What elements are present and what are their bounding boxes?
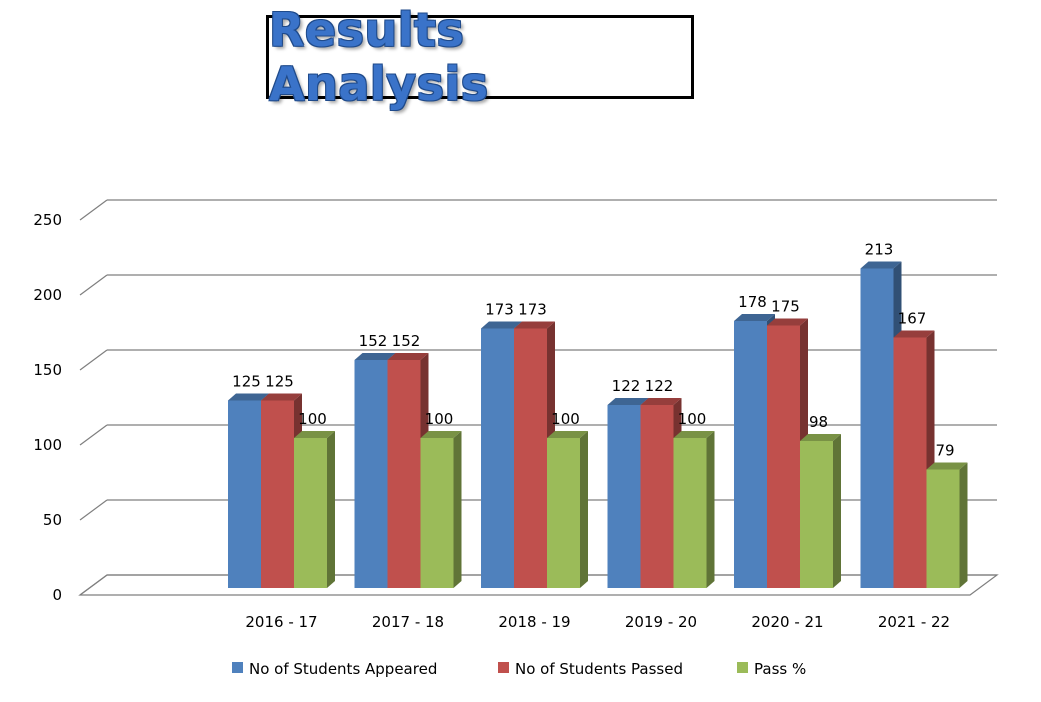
bar-top [294, 431, 335, 438]
chart-title-box: Results Analysis [266, 3, 694, 111]
bar [261, 400, 294, 588]
bar-top [673, 431, 715, 438]
x-tick-label: 2021 - 22 [878, 613, 950, 631]
data-label: 122 [612, 377, 641, 395]
floor [78, 574, 999, 596]
bar-top [481, 321, 522, 329]
bar [294, 438, 327, 588]
y-tick-label: 250 [33, 211, 62, 229]
bar [387, 360, 421, 588]
bar-top [893, 330, 935, 338]
gridline-diagonal [79, 424, 108, 446]
data-label: 173 [518, 301, 547, 319]
legend-swatch [737, 662, 748, 673]
bar-top [228, 393, 269, 401]
y-tick-label: 50 [43, 511, 62, 529]
bar-side [580, 431, 588, 588]
bar [354, 360, 388, 588]
bar-top [514, 321, 555, 329]
bar [800, 441, 833, 588]
data-label: 122 [645, 377, 674, 395]
bar [926, 469, 960, 588]
data-label: 100 [551, 410, 580, 428]
data-label: 178 [738, 293, 767, 311]
bar [607, 405, 641, 588]
bar [767, 325, 800, 588]
data-label: 100 [298, 410, 327, 428]
gridline-diagonal [79, 274, 108, 296]
x-tick-label: 2017 - 18 [372, 613, 444, 631]
data-label: 213 [865, 241, 894, 259]
bar-side [327, 431, 335, 588]
legend-swatch [498, 662, 509, 673]
data-label: 173 [485, 301, 514, 319]
bar [673, 438, 707, 588]
bar-side [959, 462, 968, 588]
legend-label: Pass % [754, 660, 806, 678]
bar-side [833, 434, 841, 588]
y-tick-label: 150 [33, 361, 62, 379]
bar-side [706, 431, 715, 588]
bar-top [860, 261, 902, 269]
bar [514, 328, 547, 588]
bar-top [261, 393, 302, 401]
y-tick-label: 0 [52, 586, 62, 604]
y-tick-label: 100 [33, 436, 62, 454]
bar [420, 438, 454, 588]
bar-top [767, 318, 808, 326]
x-tick-label: 2018 - 19 [498, 613, 570, 631]
x-tick-label: 2016 - 17 [245, 613, 317, 631]
gridline-diagonal [79, 499, 108, 521]
bar-top [926, 462, 968, 470]
data-label: 167 [898, 310, 927, 328]
bar-top [607, 398, 649, 405]
bar [860, 268, 894, 588]
gridline-diagonal [79, 199, 108, 221]
data-label: 100 [678, 410, 707, 428]
x-tick-label: 2019 - 20 [625, 613, 697, 631]
data-label: 175 [771, 298, 800, 316]
y-tick-label: 200 [33, 286, 62, 304]
bar [893, 337, 927, 588]
data-label: 152 [392, 332, 421, 350]
bar-top [387, 353, 429, 360]
gridline-diagonal [79, 349, 108, 371]
bar [640, 405, 674, 588]
data-label: 100 [425, 410, 454, 428]
chart-title: Results Analysis [269, 3, 489, 111]
bar [734, 321, 767, 588]
data-label: 125 [265, 373, 294, 391]
bar-side [453, 431, 462, 588]
bar [228, 400, 261, 588]
bar-top [800, 434, 841, 441]
bar-top [640, 398, 682, 405]
bar-top [734, 314, 775, 321]
bar [481, 328, 514, 588]
legend-label: No of Students Appeared [249, 660, 437, 678]
data-label: 79 [935, 442, 954, 460]
bar-top [420, 431, 462, 438]
legend-label: No of Students Passed [515, 660, 683, 678]
data-label: 98 [809, 413, 828, 431]
x-tick-label: 2020 - 21 [751, 613, 823, 631]
bar [547, 438, 580, 588]
bar-top [547, 431, 588, 438]
bar-top [354, 353, 396, 360]
data-label: 125 [232, 373, 261, 391]
data-label: 152 [359, 332, 388, 350]
legend-swatch [232, 662, 243, 673]
